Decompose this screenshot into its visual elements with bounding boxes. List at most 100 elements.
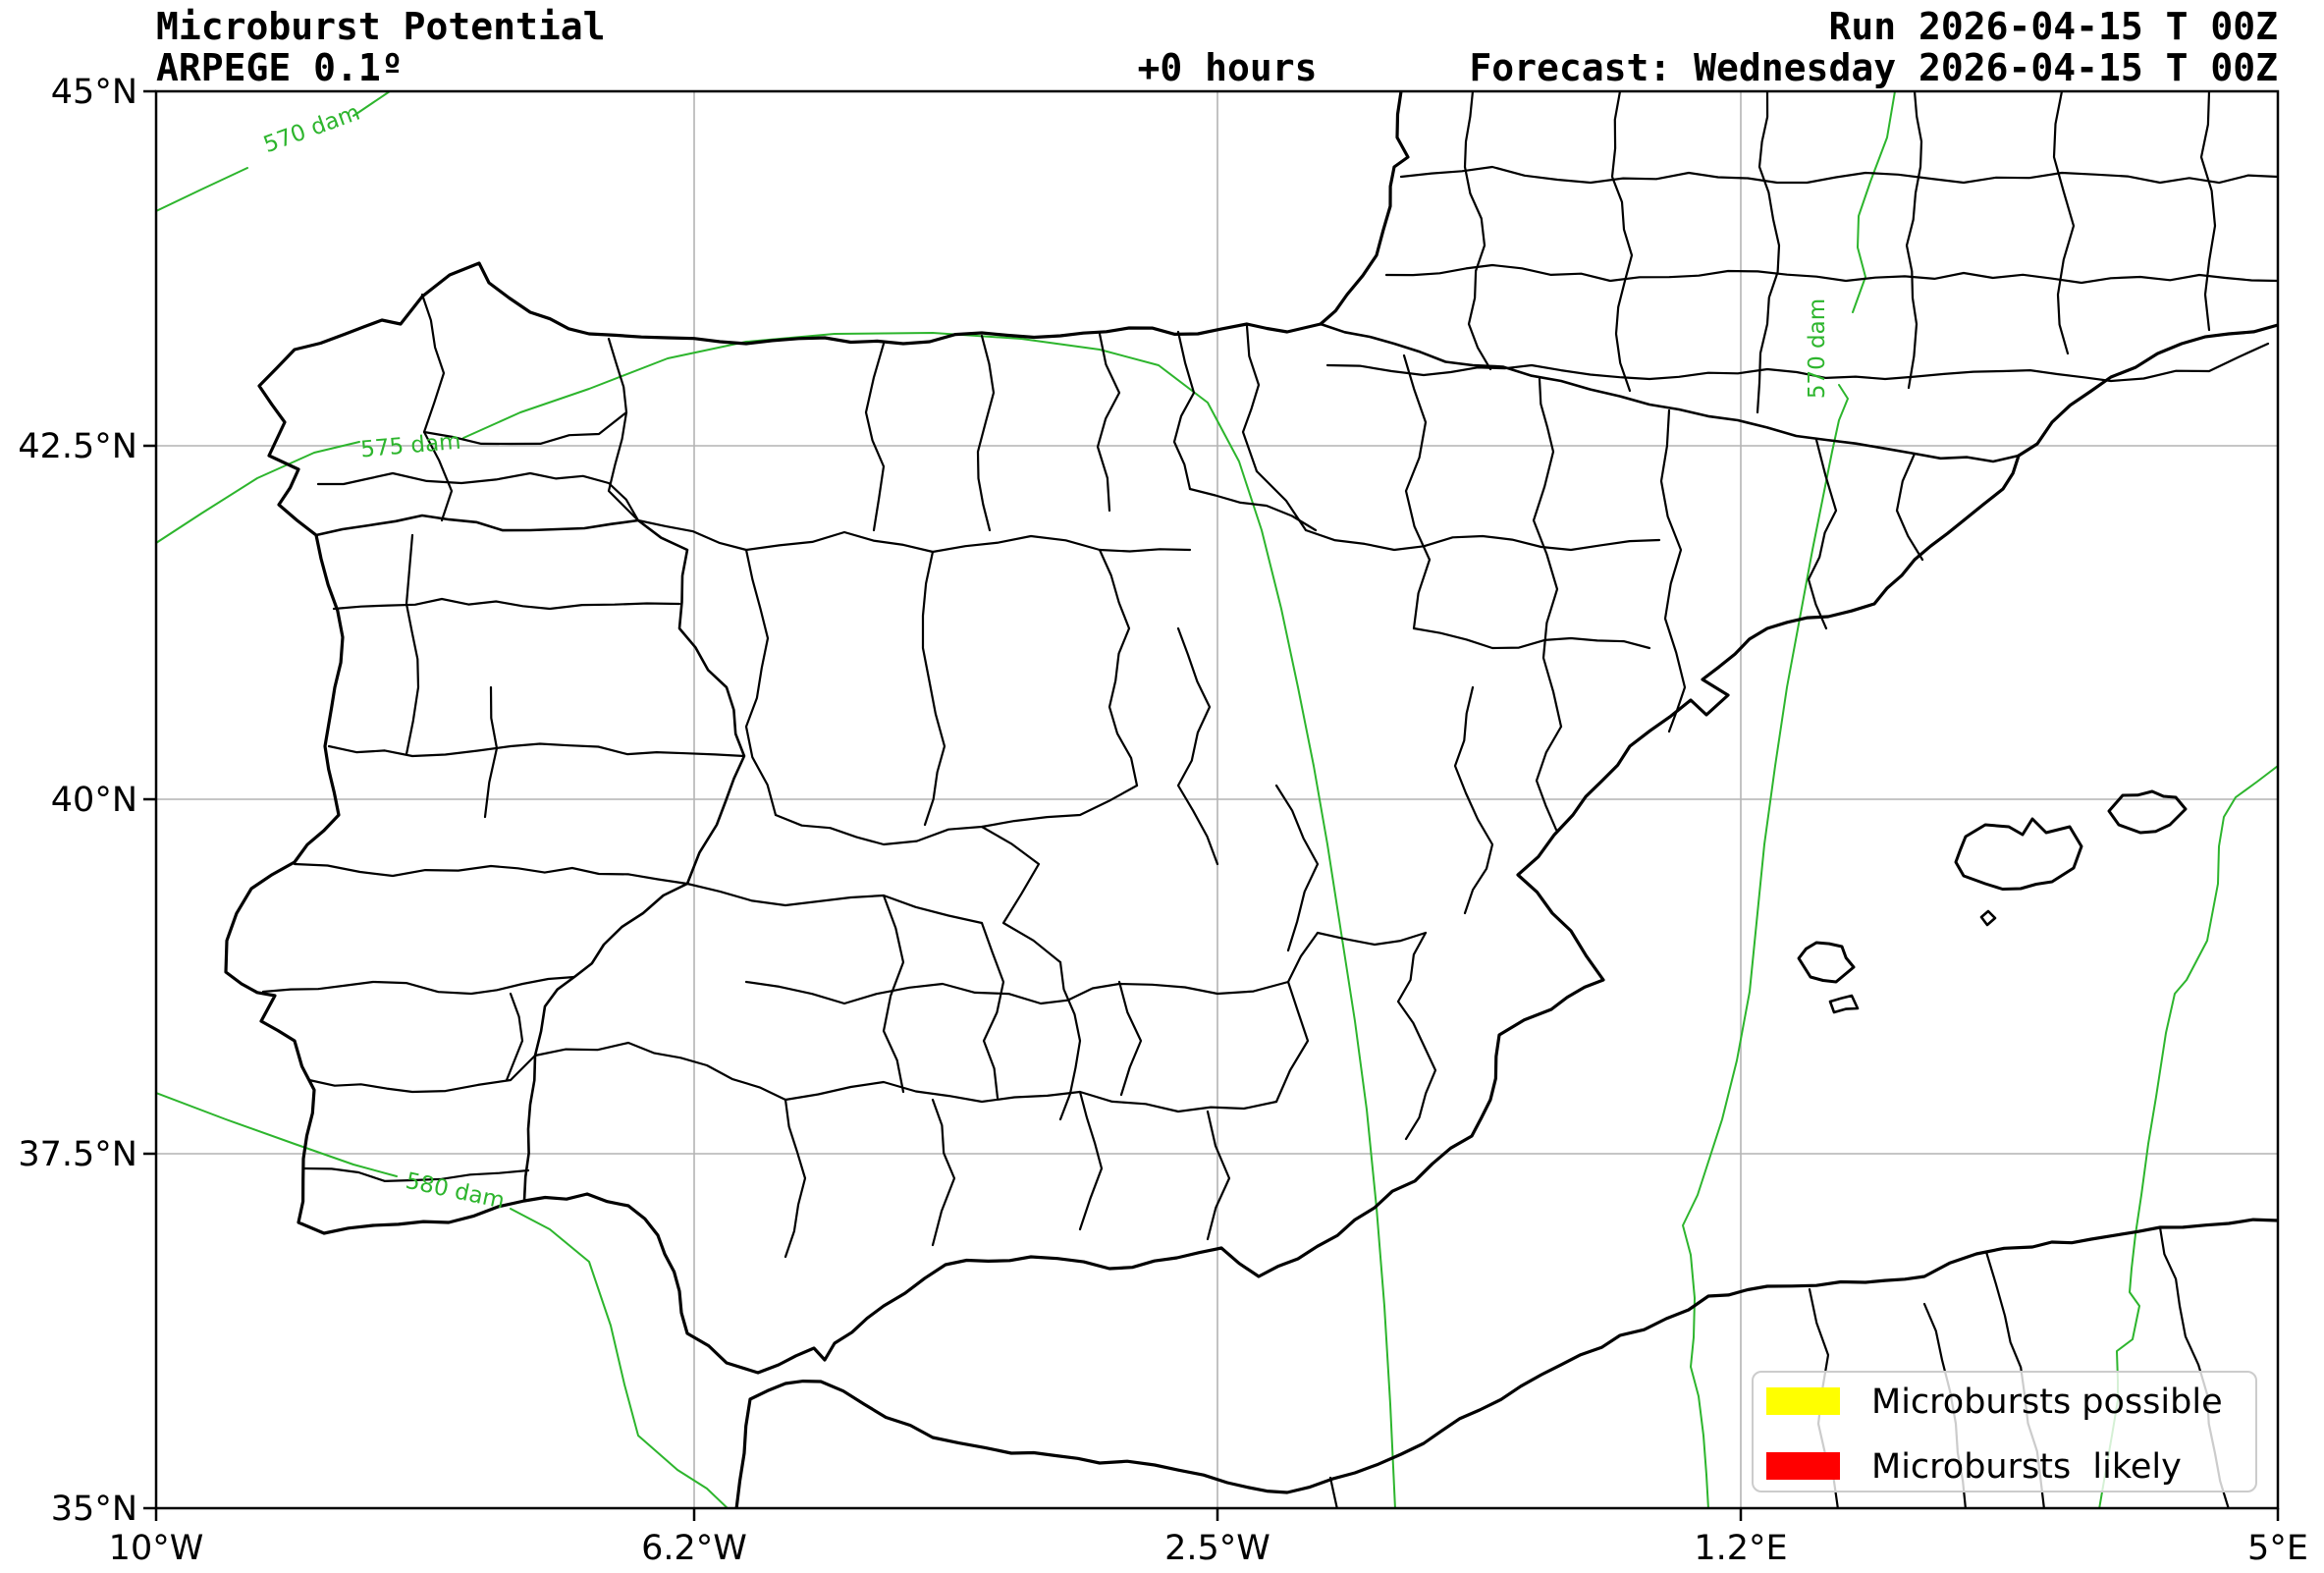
admin-boundary — [784, 1080, 1278, 1113]
legend-swatch-likely — [1766, 1452, 1840, 1480]
contour-labels: 570 dam 575 dam 580 dam 570 dam — [260, 100, 1830, 1215]
y-tick-35n: 35°N — [51, 1490, 137, 1529]
admin-boundary — [1399, 165, 2278, 185]
admin-boundary — [980, 825, 1062, 964]
y-tick-42-5n: 42.5°N — [18, 427, 137, 466]
island-formentera — [1828, 994, 1860, 1014]
map-layers — [156, 91, 2278, 1508]
admin-boundary — [931, 1098, 956, 1247]
admin-boundary — [302, 1166, 530, 1182]
admin-boundary — [1756, 91, 1781, 414]
legend-box — [1752, 1371, 2257, 1492]
admin-boundary — [1274, 784, 1320, 952]
admin-boundary — [1274, 931, 1320, 1104]
admin-boundary — [1255, 469, 1308, 532]
admin-boundary — [1328, 1476, 1338, 1508]
contour-580-a — [156, 1092, 398, 1177]
coastline-france-atlantic — [1319, 91, 1410, 326]
admin-boundary — [1396, 931, 1437, 1141]
admin-boundary — [483, 685, 499, 819]
y-tick-37-5n: 37.5°N — [18, 1135, 137, 1174]
admin-boundary — [607, 337, 640, 522]
contour-570-east-b — [1682, 384, 1849, 1508]
admin-boundary — [505, 992, 524, 1082]
admin-boundary — [1453, 685, 1494, 915]
admin-boundary — [921, 550, 946, 827]
island-cabrera — [1979, 909, 1997, 927]
admin-boundary — [2199, 91, 2217, 332]
coastline-north-africa — [734, 1218, 2278, 1508]
y-tick-40n: 40°N — [51, 781, 137, 820]
contour-570-northwest-a — [156, 167, 248, 212]
coastline-france-mediterranean — [2017, 323, 2278, 458]
admin-boundary — [1206, 1110, 1231, 1241]
admin-boundary — [1412, 626, 1651, 650]
admin-boundary — [1176, 626, 1219, 866]
island-mallorca — [1954, 817, 2083, 891]
admin-boundary — [1610, 91, 1634, 393]
x-tick-2-5w: 2.5°W — [1164, 1529, 1270, 1568]
admin-boundary — [316, 471, 640, 522]
admin-boundary — [1325, 342, 2270, 383]
admin-boundary — [1384, 263, 2278, 285]
contour-label-570-northwest: 570 dam — [260, 100, 363, 158]
admin-boundary — [774, 784, 1139, 846]
island-menorca — [2107, 789, 2188, 835]
admin-boundary — [1532, 377, 1563, 729]
admin-boundary — [1659, 408, 1687, 733]
admin-boundary — [744, 980, 1290, 1005]
contour-575-a — [156, 441, 360, 544]
admin-boundary — [533, 1041, 787, 1102]
admin-boundary — [1188, 487, 1318, 532]
legend-label-possible: Microbursts possible — [1871, 1383, 2223, 1422]
coastline-iberia — [224, 261, 2021, 1375]
forecast-timestamp: Forecast: Wednesday 2026-04-15 T 00Z — [1469, 46, 2278, 89]
admin-boundary — [422, 410, 628, 446]
admin-boundary — [882, 894, 905, 1094]
admin-boundary — [420, 293, 454, 522]
admin-boundary — [976, 334, 996, 532]
x-axis-labels: 10°W 6.2°W 2.5°W 1.2°E 5°E — [109, 1529, 2308, 1568]
admin-boundary — [636, 518, 1192, 554]
admin-boundary — [1098, 548, 1139, 787]
axis-ticks — [143, 89, 2280, 1521]
model-subtitle: ARPEGE 0.1º — [156, 46, 404, 89]
admin-boundary — [1402, 353, 1432, 630]
contour-575-b — [462, 332, 1396, 1508]
admin-boundary — [293, 862, 689, 886]
admin-boundary — [784, 1098, 807, 1259]
admin-boundary — [1117, 980, 1143, 1097]
admin-boundary — [864, 342, 886, 532]
y-axis-labels: 45°N 42.5°N 40°N 37.5°N 35°N — [18, 73, 137, 1529]
admin-boundary — [1078, 1090, 1104, 1231]
admin-boundary — [744, 548, 778, 817]
admin-boundary — [2052, 91, 2076, 355]
admin-boundary — [332, 597, 681, 611]
x-tick-5e: 5°E — [2247, 1529, 2308, 1568]
admin-boundary — [1895, 452, 1924, 562]
x-tick-1-2e: 1.2°E — [1694, 1529, 1787, 1568]
admin-boundary — [1058, 960, 1082, 1121]
admin-boundary — [1535, 725, 1563, 832]
y-tick-45n: 45°N — [51, 73, 137, 112]
legend: Microbursts possible Microbursts likely — [1752, 1371, 2257, 1492]
run-timestamp: Run 2026-04-15 T 00Z — [1828, 5, 2278, 48]
admin-boundary — [1241, 324, 1261, 473]
x-tick-6-2w: 6.2°W — [641, 1529, 747, 1568]
admin-boundary — [307, 1054, 537, 1094]
admin-boundary — [1905, 91, 1923, 390]
admin-boundary — [980, 921, 1005, 1100]
page-title: Microburst Potential — [156, 5, 606, 48]
island-ibiza — [1797, 941, 1856, 984]
admin-boundary — [1807, 438, 1838, 630]
admin-boundary — [1304, 528, 1661, 552]
contour-label-575: 575 dam — [359, 429, 461, 463]
contour-580-b — [510, 1208, 730, 1508]
contour-570-northwest-b — [352, 91, 391, 117]
admin-boundary — [261, 975, 576, 996]
forecast-hour-label: +0 hours — [1137, 46, 1317, 89]
admin-boundary — [405, 533, 420, 756]
contour-label-570-east: 570 dam — [1805, 298, 1830, 399]
contour-label-580: 580 dam — [404, 1168, 507, 1215]
